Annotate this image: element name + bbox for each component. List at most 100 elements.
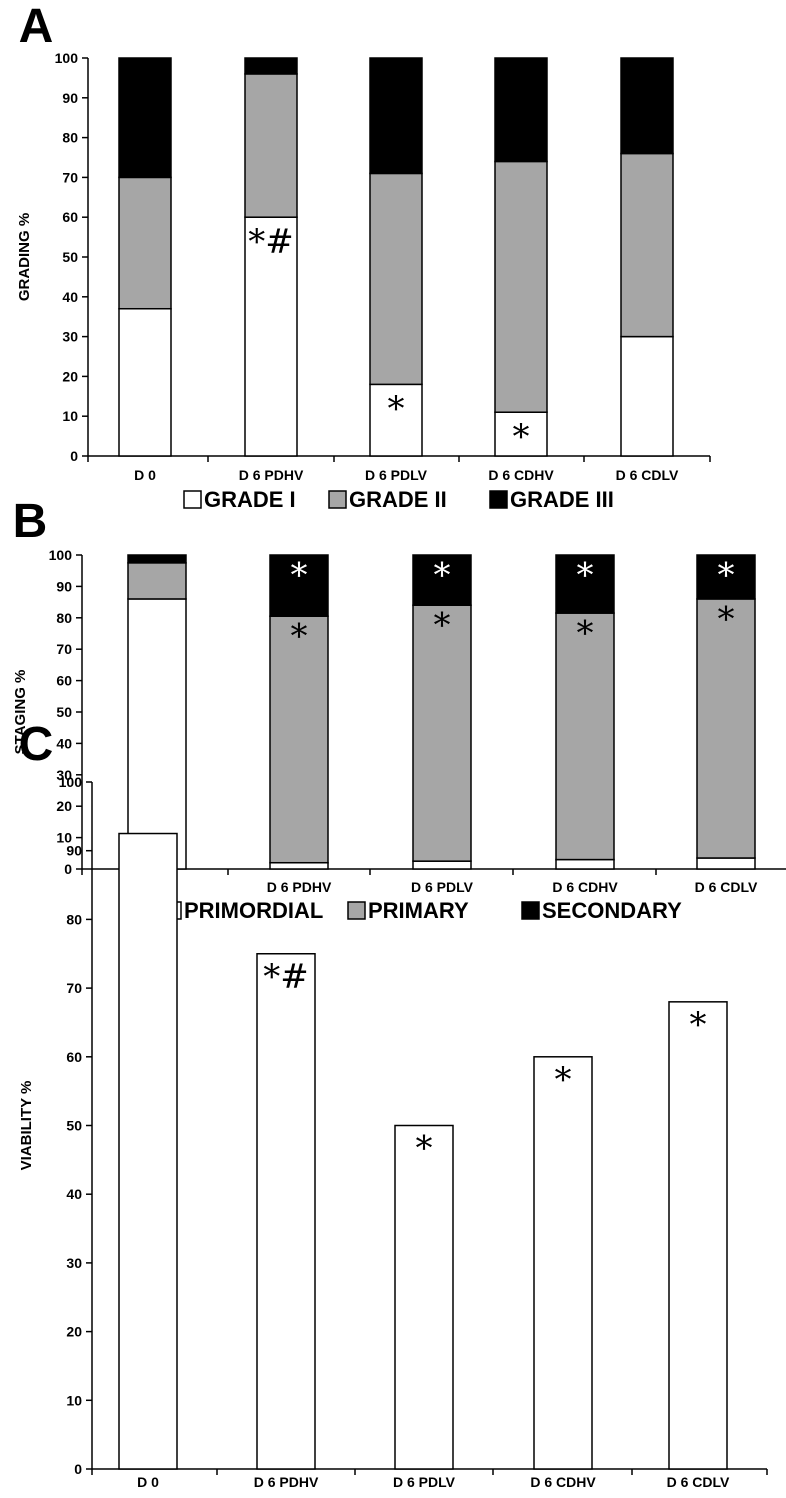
- significance-marker: *: [416, 1129, 433, 1169]
- legend-swatch: [328, 490, 347, 509]
- significance-marker: *: [388, 389, 405, 429]
- legend-swatch: [521, 901, 540, 920]
- y-tick-label: 100: [59, 774, 83, 790]
- y-tick-label: 0: [70, 448, 78, 464]
- panel-label: B: [13, 495, 48, 548]
- bar-primordial-4: [696, 857, 756, 870]
- legend-swatch: [489, 490, 508, 509]
- x-tick-label: D 6 CDHV: [530, 1474, 596, 1490]
- y-tick-label: 70: [56, 641, 72, 657]
- y-tick-label: 90: [56, 578, 72, 594]
- legend-label: PRIMORDIAL: [184, 898, 323, 923]
- bar-grade-ii-2: [369, 172, 423, 386]
- bar-value-3: [533, 1056, 593, 1470]
- y-tick-label: 50: [56, 704, 72, 720]
- bar-secondary-0: [127, 554, 187, 564]
- panel-label: A: [19, 0, 54, 53]
- significance-marker: *: [434, 606, 451, 646]
- y-tick-label: 100: [49, 547, 73, 563]
- y-tick-label: 90: [66, 843, 82, 859]
- y-tick-label: 60: [66, 1049, 82, 1065]
- significance-marker: *: [555, 1060, 572, 1100]
- legend-label: GRADE II: [349, 487, 447, 512]
- x-tick-label: D 6 PDLV: [365, 467, 428, 483]
- y-tick-label: 10: [66, 1392, 82, 1408]
- bar-value-2: [394, 1124, 454, 1470]
- bar-grade-ii-0: [118, 176, 172, 310]
- y-tick-label: 60: [56, 673, 72, 689]
- bar-primary-2: [412, 604, 472, 862]
- bar-primary-3: [555, 612, 615, 861]
- bar-primary-0: [127, 562, 187, 600]
- y-tick-label: 40: [66, 1186, 82, 1202]
- y-tick-label: 30: [66, 1255, 82, 1271]
- x-tick-label: D 0: [137, 1474, 159, 1490]
- x-tick-label: D 6 PDHV: [254, 1474, 319, 1490]
- bar-secondary-4: [696, 554, 756, 600]
- legend-label: SECONDARY: [542, 898, 682, 923]
- bar-value-1: [256, 953, 316, 1470]
- y-tick-label: 40: [56, 735, 72, 751]
- y-axis-label: STAGING %: [12, 670, 29, 755]
- significance-marker: *: [291, 617, 308, 657]
- bar-primordial-2: [412, 860, 472, 870]
- x-tick-label: D 6 CDLV: [616, 467, 679, 483]
- bar-grade-i-2: [369, 383, 423, 457]
- bar-primordial-3: [555, 858, 615, 870]
- x-tick-label: D 0: [134, 467, 156, 483]
- bar-secondary-1: [269, 554, 329, 617]
- y-tick-label: 70: [66, 980, 82, 996]
- bar-grade-iii-1: [244, 57, 298, 75]
- significance-marker: *#: [263, 957, 309, 997]
- x-tick-label: D 6 CDLV: [695, 879, 758, 895]
- bar-primary-4: [696, 598, 756, 859]
- y-tick-label: 50: [66, 1118, 82, 1134]
- significance-marker: *: [690, 1005, 707, 1045]
- legend-swatch: [347, 901, 366, 920]
- bar-grade-iii-4: [620, 57, 674, 155]
- bar-grade-iii-3: [494, 57, 548, 163]
- bar-grade-i-4: [620, 335, 674, 457]
- x-tick-label: D 6 PDHV: [267, 879, 332, 895]
- y-tick-label: 40: [62, 289, 78, 305]
- y-tick-label: 90: [62, 90, 78, 106]
- y-tick-label: 20: [66, 1324, 82, 1340]
- y-axis-label: GRADING %: [16, 213, 33, 301]
- y-tick-label: 80: [66, 911, 82, 927]
- bar-grade-i-3: [494, 411, 548, 457]
- y-tick-label: 30: [62, 329, 78, 345]
- legend-label: GRADE I: [204, 487, 296, 512]
- bar-secondary-2: [412, 554, 472, 606]
- legend-label: PRIMARY: [368, 898, 469, 923]
- significance-marker: *#: [248, 222, 294, 262]
- significance-marker: *: [718, 599, 735, 639]
- y-tick-label: 80: [62, 130, 78, 146]
- x-tick-label: D 6 PDHV: [239, 467, 304, 483]
- significance-marker: *: [718, 556, 735, 596]
- y-tick-label: 100: [55, 50, 79, 66]
- significance-marker: *: [513, 417, 530, 457]
- y-tick-label: 20: [62, 368, 78, 384]
- legend-swatch: [183, 490, 202, 509]
- x-tick-label: D 6 CDLV: [667, 1474, 730, 1490]
- y-tick-label: 0: [74, 1461, 82, 1477]
- y-axis-label: VIABILITY %: [18, 1081, 35, 1171]
- significance-marker: *: [434, 556, 451, 596]
- bar-secondary-3: [555, 554, 615, 614]
- x-tick-label: D 6 PDLV: [411, 879, 474, 895]
- y-tick-label: 20: [56, 798, 72, 814]
- y-tick-label: 50: [62, 249, 78, 265]
- legend-label: GRADE III: [510, 487, 614, 512]
- panel-a: A GRADING % 0 10 20 30 40 50 60 70 80 90 100 D 0 D 6 P…: [16, 0, 711, 512]
- bar-grade-i-0: [118, 307, 172, 457]
- y-tick-label: 60: [62, 209, 78, 225]
- significance-marker: *: [577, 614, 594, 654]
- y-tick-label: 30: [56, 767, 72, 783]
- significance-marker: *: [577, 556, 594, 596]
- y-tick-label: 10: [56, 830, 72, 846]
- y-tick-label: 80: [56, 610, 72, 626]
- bar-grade-iii-0: [118, 57, 172, 179]
